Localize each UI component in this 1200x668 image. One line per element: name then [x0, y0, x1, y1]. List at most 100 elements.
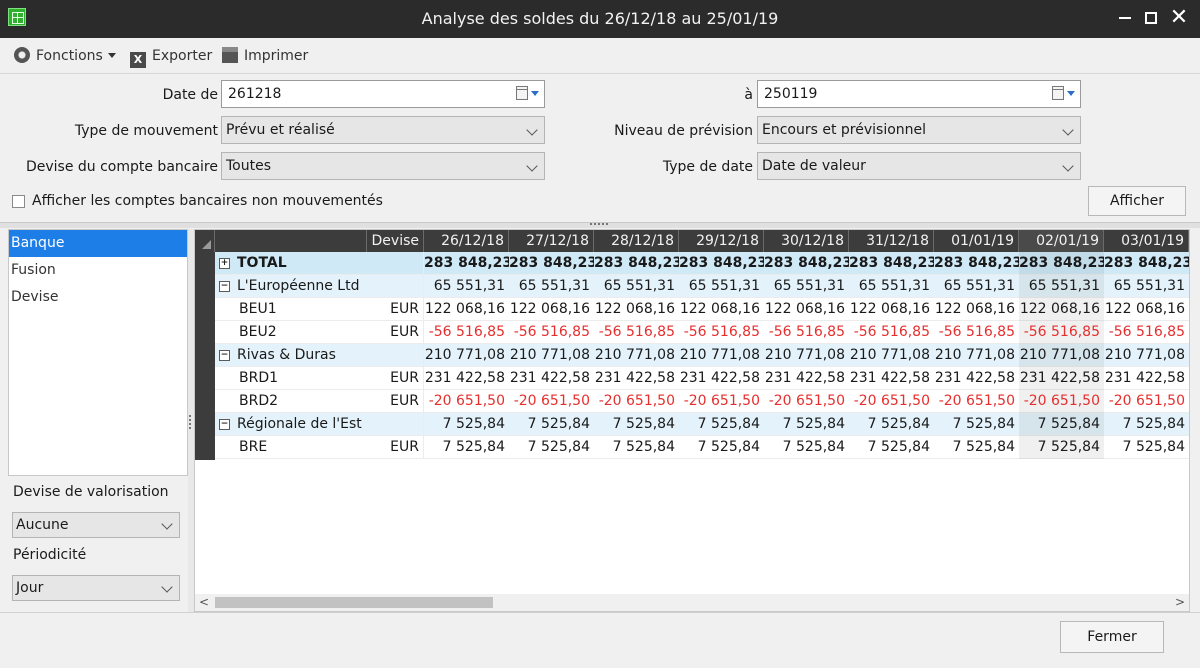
balance-cell[interactable]: 210 771,08 [764, 347, 845, 363]
balance-cell[interactable]: 7 525,84 [527, 439, 590, 455]
show-button[interactable]: Afficher [1088, 186, 1186, 216]
header-date[interactable]: 29/12/18 [679, 230, 764, 252]
header-currency[interactable]: Devise [367, 230, 424, 252]
header-date[interactable]: 27/12/18 [509, 230, 594, 252]
balance-cell[interactable]: 65 551,31 [858, 278, 930, 294]
currency-select[interactable]: Toutes [221, 152, 545, 180]
collapse-icon[interactable]: − [219, 419, 230, 430]
balance-cell[interactable]: 283 848,23 [424, 255, 509, 271]
balance-cell[interactable]: 7 525,84 [867, 439, 930, 455]
table-row[interactable]: BRD2 EUR -20 651,50 -20 651,50 -20 651,50 -20… [215, 390, 1189, 413]
balance-cell[interactable]: 231 422,58 [1019, 367, 1104, 390]
close-window-button[interactable]: ✕ [1162, 0, 1196, 38]
balance-cell[interactable]: 7 525,84 [442, 439, 505, 455]
balance-cell[interactable]: 210 771,08 [934, 347, 1015, 363]
balance-cell[interactable]: 210 771,08 [424, 347, 505, 363]
balance-cell[interactable]: -56 516,85 [683, 324, 760, 340]
forecast-level-select[interactable]: Encours et prévisionnel [757, 116, 1081, 144]
balance-cell[interactable]: 7 525,84 [697, 439, 760, 455]
balance-cell[interactable]: -56 516,85 [428, 324, 505, 340]
balance-cell[interactable]: 231 422,58 [594, 370, 675, 386]
balance-cell[interactable]: -56 516,85 [513, 324, 590, 340]
balance-cell[interactable]: -20 651,50 [428, 393, 505, 409]
table-row[interactable]: BEU1 EUR 122 068,16 122 068,16 122 068,16 122… [215, 298, 1189, 321]
minimize-button[interactable] [1108, 0, 1142, 38]
balance-cell[interactable]: 283 848,23 [1019, 252, 1104, 275]
balance-cell[interactable]: 122 068,16 [764, 301, 845, 317]
balance-cell[interactable]: 231 422,58 [934, 370, 1015, 386]
vertical-splitter[interactable] [188, 229, 194, 612]
balance-cell[interactable]: 7 525,84 [527, 416, 590, 432]
horizontal-scrollbar[interactable]: < > [195, 594, 1189, 611]
grouping-item-merge[interactable]: Fusion [11, 262, 56, 278]
balance-cell[interactable]: 65 551,31 [518, 278, 590, 294]
balance-cell[interactable]: 7 525,84 [1019, 436, 1104, 459]
balance-cell[interactable]: 122 068,16 [1104, 301, 1185, 317]
balance-cell[interactable]: 7 525,84 [782, 416, 845, 432]
balance-cell[interactable]: -20 651,50 [768, 393, 845, 409]
balance-cell[interactable]: 122 068,16 [849, 301, 930, 317]
header-date[interactable]: 28/12/18 [594, 230, 679, 252]
movement-type-select[interactable]: Prévu et réalisé [221, 116, 545, 144]
balance-cell[interactable]: 210 771,08 [509, 347, 590, 363]
balance-cell[interactable]: 65 551,31 [1019, 275, 1104, 298]
balance-cell[interactable]: 122 068,16 [594, 301, 675, 317]
balance-cell[interactable]: -56 516,85 [853, 324, 930, 340]
balance-cell[interactable]: 7 525,84 [952, 416, 1015, 432]
balance-cell[interactable]: 283 848,23 [509, 255, 594, 271]
header-date[interactable]: 02/01/19 [1019, 230, 1104, 252]
balance-cell[interactable]: 65 551,31 [773, 278, 845, 294]
close-button[interactable]: Fermer [1060, 621, 1164, 653]
export-button[interactable]: X Exporter [130, 47, 212, 68]
balance-cell[interactable]: 65 551,31 [1113, 278, 1185, 294]
balance-cell[interactable]: -20 651,50 [853, 393, 930, 409]
balance-cell[interactable]: 122 068,16 [509, 301, 590, 317]
balance-cell[interactable]: 7 525,84 [782, 439, 845, 455]
horizontal-splitter[interactable] [0, 222, 1200, 228]
balance-cell[interactable]: 231 422,58 [764, 370, 845, 386]
balance-cell[interactable]: -56 516,85 [938, 324, 1015, 340]
balance-cell[interactable]: 231 422,58 [509, 370, 590, 386]
date-to-calendar-button[interactable] [1052, 86, 1076, 102]
balance-cell[interactable]: 7 525,84 [612, 439, 675, 455]
balance-cell[interactable]: 231 422,58 [1104, 370, 1185, 386]
balance-cell[interactable]: 210 771,08 [849, 347, 930, 363]
balance-cell[interactable]: 7 525,84 [1019, 413, 1104, 436]
table-row[interactable]: BRD1 EUR 231 422,58 231 422,58 231 422,58 231… [215, 367, 1189, 390]
table-row[interactable]: − L'Européenne Ltd 65 551,31 65 551,31 65 55… [215, 275, 1189, 298]
balance-cell[interactable]: 283 848,23 [764, 255, 849, 271]
balance-cell[interactable]: 122 068,16 [1019, 298, 1104, 321]
balance-cell[interactable]: -20 651,50 [513, 393, 590, 409]
periodicity-select[interactable]: Jour [12, 575, 180, 601]
balance-cell[interactable]: 65 551,31 [943, 278, 1015, 294]
scrollbar-thumb[interactable] [215, 597, 493, 608]
balance-cell[interactable]: 7 525,84 [612, 416, 675, 432]
balance-cell[interactable]: -56 516,85 [768, 324, 845, 340]
balance-cell[interactable]: 283 848,23 [594, 255, 679, 271]
balance-cell[interactable]: 7 525,84 [1122, 416, 1185, 432]
date-from-calendar-button[interactable] [516, 86, 540, 102]
balance-cell[interactable]: 210 771,08 [1019, 344, 1104, 367]
table-row[interactable]: − Rivas & Duras 210 771,08 210 771,08 210 77… [215, 344, 1189, 367]
balance-cell[interactable]: -20 651,50 [1108, 393, 1185, 409]
expand-icon[interactable]: + [219, 258, 230, 269]
balance-cell[interactable]: 231 422,58 [679, 370, 760, 386]
table-row[interactable]: BEU2 EUR -56 516,85 -56 516,85 -56 516,85 -56… [215, 321, 1189, 344]
balance-cell[interactable]: -56 516,85 [1108, 324, 1185, 340]
header-name-cell[interactable] [215, 230, 367, 252]
balance-cell[interactable]: 122 068,16 [679, 301, 760, 317]
balance-cell[interactable]: 231 422,58 [424, 370, 505, 386]
balance-cell[interactable]: -20 651,50 [938, 393, 1015, 409]
header-date[interactable]: 01/01/19 [934, 230, 1019, 252]
balance-cell[interactable]: -56 516,85 [1019, 321, 1104, 344]
print-button[interactable]: Imprimer [222, 47, 308, 67]
balance-cell[interactable]: 283 848,23 [679, 255, 764, 271]
show-unmoved-checkbox[interactable] [12, 195, 25, 208]
functions-menu[interactable]: Fonctions [14, 47, 116, 67]
collapse-icon[interactable]: − [219, 350, 230, 361]
balance-cell[interactable]: 210 771,08 [679, 347, 760, 363]
table-row[interactable]: + TOTAL 283 848,23 283 848,23 283 848,23 283 … [215, 252, 1189, 275]
balance-cell[interactable]: 283 848,23 [1104, 255, 1189, 271]
header-date[interactable]: 30/12/18 [764, 230, 849, 252]
grouping-item-currency[interactable]: Devise [11, 289, 59, 305]
